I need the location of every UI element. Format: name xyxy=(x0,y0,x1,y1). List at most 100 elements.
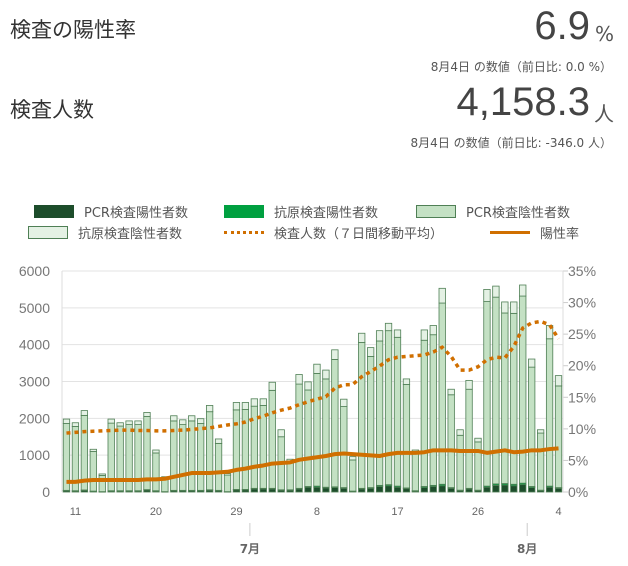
bar-antigen-negative xyxy=(384,322,393,332)
bar-pcr-negative xyxy=(89,451,97,492)
bar-antigen-negative xyxy=(188,415,196,422)
bar-pcr-positive xyxy=(402,488,411,493)
bar-pcr-positive xyxy=(420,487,428,493)
y-tick-label-right: 15% xyxy=(568,389,596,405)
legend-antigen-negative[interactable]: 抗原検査陰性者数 xyxy=(28,223,182,242)
y-tick-label-right: 5% xyxy=(568,452,588,468)
bar-pcr-negative xyxy=(313,372,321,487)
x-tick-label: 26 xyxy=(472,506,484,518)
tests-unit: 人 xyxy=(594,102,614,126)
line-positivity-rate xyxy=(66,446,559,484)
bar-antigen-negative xyxy=(429,325,437,336)
y-tick-label-right: 25% xyxy=(568,326,596,342)
y-tick-label-right: 10% xyxy=(568,421,596,437)
legend-swatch xyxy=(224,205,264,218)
legend-label: 抗原検査陽性者数 xyxy=(274,206,379,221)
bar-antigen-negative xyxy=(304,381,312,391)
bar-pcr-positive xyxy=(501,484,509,493)
bar-antigen-negative xyxy=(501,301,509,314)
x-tick-label: 8 xyxy=(314,506,320,518)
bar-antigen-negative xyxy=(447,388,455,396)
bar-pcr-negative xyxy=(545,338,554,487)
bar-pcr-negative xyxy=(367,356,375,488)
legend-pcr-negative[interactable]: PCR検査陰性者数 xyxy=(416,202,570,221)
bar-pcr-negative xyxy=(340,406,348,488)
legend-antigen-positive[interactable]: 抗原検査陽性者数 xyxy=(224,202,378,221)
bar-pcr-positive xyxy=(438,485,446,493)
bar-antigen-negative xyxy=(197,418,205,424)
bar-antigen-negative xyxy=(331,349,339,360)
bar-pcr-negative xyxy=(411,452,420,492)
bar-pcr-positive xyxy=(331,487,339,493)
y-tick-label-left: 4000 xyxy=(19,337,50,353)
bar-antigen-negative xyxy=(295,374,303,385)
bar-antigen-negative xyxy=(528,358,536,368)
bar-pcr-negative xyxy=(223,474,232,493)
bar-pcr-negative xyxy=(447,394,455,488)
legend-swatch xyxy=(416,205,456,218)
bar-pcr-negative xyxy=(456,434,464,491)
bar-pcr-negative xyxy=(492,296,500,485)
bar-antigen-negative xyxy=(259,398,267,406)
bar-pcr-negative xyxy=(152,452,160,492)
bar-pcr-negative xyxy=(197,423,205,491)
bar-pcr-negative xyxy=(528,366,536,487)
legend-swatch xyxy=(224,231,264,234)
bar-pcr-negative xyxy=(429,334,437,486)
bar-pcr-positive xyxy=(384,485,393,493)
bar-pcr-negative xyxy=(295,383,303,489)
bar-antigen-negative xyxy=(250,398,258,407)
bar-pcr-negative xyxy=(501,312,509,484)
bar-antigen-negative xyxy=(358,332,366,343)
y-tick-label-left: 3000 xyxy=(19,374,50,390)
bar-pcr-positive xyxy=(554,487,563,493)
bar-antigen-negative xyxy=(268,381,276,391)
month-label: 8月 xyxy=(517,542,537,556)
bar-pcr-positive xyxy=(375,486,384,493)
legend-swatch xyxy=(28,226,68,239)
bar-pcr-positive xyxy=(447,487,455,493)
bar-pcr-negative xyxy=(537,432,545,491)
bar-antigen-negative xyxy=(474,437,482,443)
bar-pcr-negative xyxy=(420,339,428,487)
bar-antigen-negative xyxy=(152,449,160,454)
bar-pcr-negative xyxy=(384,330,393,486)
bar-antigen-negative xyxy=(241,402,250,410)
y-tick-label-right: 35% xyxy=(568,263,596,279)
bar-pcr-negative xyxy=(268,389,276,489)
legend-label: PCR検査陽性者数 xyxy=(84,206,188,221)
bar-pcr-negative xyxy=(232,409,241,490)
y-tick-label-right: 30% xyxy=(568,295,596,311)
bar-pcr-positive xyxy=(519,484,527,493)
bar-antigen-negative xyxy=(510,301,518,314)
bar-pcr-positive xyxy=(358,488,366,493)
bar-pcr-positive xyxy=(259,488,267,493)
bar-pcr-negative xyxy=(510,312,518,485)
bar-antigen-negative xyxy=(80,410,88,416)
bar-antigen-negative xyxy=(367,347,375,357)
bar-antigen-negative xyxy=(438,287,446,304)
bar-antigen-negative xyxy=(125,420,133,425)
bar-antigen-negative xyxy=(393,329,402,338)
x-tick-label: 11 xyxy=(70,506,81,518)
legend-tests-average[interactable]: 検査人数（７日間移動平均） xyxy=(224,223,443,242)
bar-pcr-positive xyxy=(340,487,348,493)
bar-pcr-negative xyxy=(358,342,366,489)
bar-antigen-negative xyxy=(465,379,473,390)
positivity-unit: % xyxy=(594,22,614,46)
month-label: 7月 xyxy=(240,542,260,556)
bar-antigen-negative xyxy=(519,284,527,297)
bar-pcr-positive xyxy=(322,487,330,493)
x-tick-label: 4 xyxy=(555,506,561,518)
legend-positivity-rate[interactable]: 陽性率 xyxy=(490,223,579,242)
bar-antigen-negative xyxy=(375,330,384,342)
tests-value: 4,158.3 xyxy=(456,80,590,124)
x-tick-label: 20 xyxy=(150,506,162,518)
bar-pcr-negative xyxy=(179,424,187,491)
bar-antigen-negative xyxy=(143,412,151,417)
bar-pcr-positive xyxy=(528,487,536,493)
y-tick-label-right: 20% xyxy=(568,358,596,374)
legend-pcr-positive[interactable]: PCR検査陽性者数 xyxy=(34,202,188,221)
bar-antigen-negative xyxy=(492,285,500,298)
legend-swatch xyxy=(490,231,530,234)
